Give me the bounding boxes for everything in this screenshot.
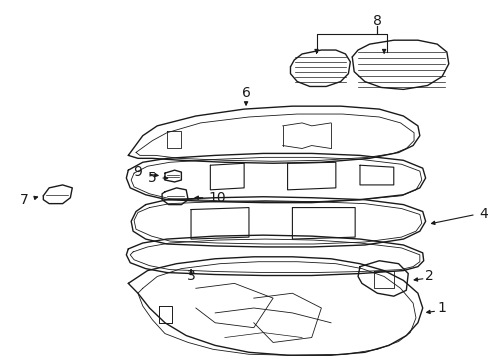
Text: 4: 4 — [478, 207, 487, 221]
Text: 7: 7 — [20, 193, 28, 207]
Text: 3: 3 — [186, 270, 195, 283]
Text: 5: 5 — [148, 171, 157, 185]
Text: 1: 1 — [437, 301, 446, 315]
Text: 8: 8 — [372, 14, 381, 27]
Text: 9: 9 — [133, 165, 142, 179]
Text: 10: 10 — [208, 191, 225, 205]
Text: 6: 6 — [241, 86, 250, 100]
Text: 2: 2 — [424, 270, 433, 283]
